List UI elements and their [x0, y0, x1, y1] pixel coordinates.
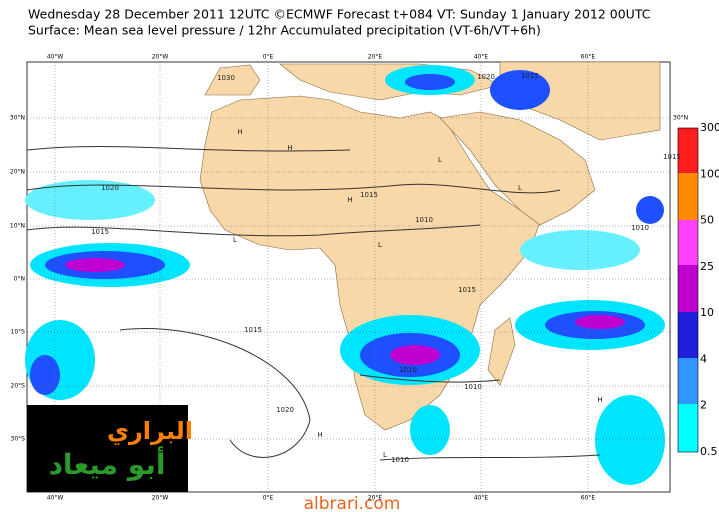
lon-label-top: 20°W: [152, 54, 169, 61]
colorbar-label: 300: [700, 121, 719, 134]
isobar-label: 1015: [360, 191, 378, 199]
colorbar-label: 2: [700, 399, 707, 412]
colorbar-label: 0.5: [700, 445, 718, 458]
lon-label-bottom: 40°E: [474, 495, 489, 502]
watermark-line1: البراري: [107, 417, 193, 445]
lat-label: 0°N: [14, 276, 25, 283]
pressure-center: H: [287, 144, 292, 152]
lat-label: 30°N: [10, 115, 25, 122]
lon-label-top: 0°E: [263, 54, 274, 61]
graticule: [27, 62, 670, 492]
isobar-label: 1015: [521, 72, 539, 80]
isobar-label: 1015: [244, 326, 262, 334]
lon-label-top: 40°E: [474, 54, 489, 61]
pressure-center: L: [438, 156, 442, 164]
pressure-center: L: [383, 451, 387, 459]
watermark-line2: أبو ميعاد: [49, 446, 166, 481]
pressure-center: H: [237, 128, 242, 136]
isobar-label: 1020: [276, 406, 294, 414]
pressure-center: H: [317, 431, 322, 439]
colorbar-label: 10: [700, 306, 714, 319]
header-line2: Surface: Mean sea level pressure / 12hr …: [28, 23, 541, 38]
lon-label-bottom: 20°E: [368, 495, 383, 502]
lat-label: 10°N: [10, 223, 25, 230]
isobar-label: 1020: [101, 184, 119, 192]
isobar-label: 1010: [464, 383, 482, 391]
isobar-label: 1010: [415, 216, 433, 224]
lon-label-bottom: 20°W: [152, 495, 169, 502]
lon-label-top: 60°E: [581, 54, 596, 61]
pressure-center: H: [597, 396, 602, 404]
lon-label-bottom: 0°E: [263, 495, 274, 502]
lat-label: 10°S: [11, 329, 26, 336]
isobar-label: 1015: [91, 228, 109, 236]
isobars: [26, 145, 601, 461]
lon-label-bottom: 40°W: [47, 495, 64, 502]
lon-label-bottom: 60°E: [581, 495, 596, 502]
colorbar-label: 50: [700, 214, 714, 227]
lon-label-top: 20°E: [368, 54, 383, 61]
colorbar-label: 4: [700, 352, 707, 365]
precipitation: [25, 65, 665, 485]
isobar-label: 1020: [477, 73, 495, 81]
lat-label: 20°S: [11, 383, 26, 390]
pressure-center: L: [233, 236, 237, 244]
header-line1: Wednesday 28 December 2011 12UTC ©ECMWF …: [28, 7, 651, 22]
pressure-center: L: [518, 184, 522, 192]
pressure-center: L: [378, 241, 382, 249]
lat-label: 30°S: [11, 436, 26, 443]
isobar-label: 1010: [399, 366, 417, 374]
isobar-label: 1010: [631, 224, 649, 232]
lat-label-right: 30°N: [673, 115, 688, 122]
isobar-label: 1030: [217, 74, 235, 82]
colorbar: [677, 127, 699, 453]
site-watermark: albrari.com: [304, 494, 401, 512]
lon-label-top: 40°W: [47, 54, 64, 61]
lat-label: 20°N: [10, 169, 25, 176]
isobar-label: 1015: [663, 153, 681, 161]
isobar-label: 1015: [458, 286, 476, 294]
pressure-center: H: [347, 196, 352, 204]
watermark-box: [27, 405, 188, 492]
colorbar-label: 100: [700, 167, 719, 180]
colorbar-label: 25: [700, 260, 714, 273]
isobar-label: 1010: [391, 456, 409, 464]
